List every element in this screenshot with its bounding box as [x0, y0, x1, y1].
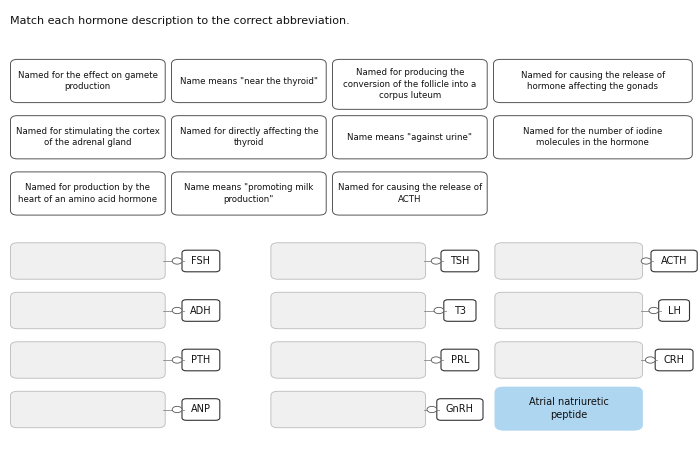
- Text: GnRH: GnRH: [446, 405, 474, 414]
- FancyBboxPatch shape: [182, 349, 220, 371]
- FancyBboxPatch shape: [495, 342, 643, 378]
- Text: Named for production by the
heart of an amino acid hormone: Named for production by the heart of an …: [18, 183, 158, 204]
- Text: Named for stimulating the cortex
of the adrenal gland: Named for stimulating the cortex of the …: [16, 127, 160, 148]
- FancyBboxPatch shape: [441, 250, 479, 272]
- FancyBboxPatch shape: [271, 391, 426, 428]
- Circle shape: [431, 258, 441, 264]
- FancyBboxPatch shape: [437, 399, 483, 420]
- FancyBboxPatch shape: [10, 243, 165, 279]
- Circle shape: [431, 357, 441, 363]
- Text: Named for producing the
conversion of the follicle into a
corpus luteum: Named for producing the conversion of th…: [343, 68, 477, 100]
- Text: Named for causing the release of
hormone affecting the gonads: Named for causing the release of hormone…: [521, 71, 665, 91]
- Circle shape: [172, 258, 182, 264]
- FancyBboxPatch shape: [182, 250, 220, 272]
- FancyBboxPatch shape: [10, 342, 165, 378]
- FancyBboxPatch shape: [494, 116, 692, 159]
- Text: LH: LH: [668, 306, 680, 315]
- Text: ACTH: ACTH: [661, 256, 687, 266]
- Text: Name means "promoting milk
production": Name means "promoting milk production": [184, 183, 314, 204]
- FancyBboxPatch shape: [494, 59, 692, 103]
- Text: FSH: FSH: [191, 256, 211, 266]
- FancyBboxPatch shape: [495, 292, 643, 328]
- FancyBboxPatch shape: [332, 172, 487, 215]
- FancyBboxPatch shape: [655, 349, 693, 371]
- Text: T3: T3: [454, 306, 466, 315]
- FancyBboxPatch shape: [172, 116, 326, 159]
- Text: Name means "against urine": Name means "against urine": [347, 133, 472, 142]
- FancyBboxPatch shape: [172, 59, 326, 103]
- FancyBboxPatch shape: [495, 243, 643, 279]
- FancyBboxPatch shape: [10, 391, 165, 428]
- Text: Atrial natriuretic
peptide: Atrial natriuretic peptide: [528, 397, 609, 420]
- Text: CRH: CRH: [664, 355, 685, 365]
- FancyBboxPatch shape: [659, 300, 690, 321]
- FancyBboxPatch shape: [495, 387, 643, 430]
- Text: Named for directly affecting the
thyroid: Named for directly affecting the thyroid: [179, 127, 318, 148]
- Text: Name means "near the thyroid": Name means "near the thyroid": [180, 76, 318, 86]
- FancyBboxPatch shape: [182, 300, 220, 321]
- Text: Named for the number of iodine
molecules in the hormone: Named for the number of iodine molecules…: [523, 127, 663, 148]
- Text: Named for causing the release of
ACTH: Named for causing the release of ACTH: [338, 183, 482, 204]
- Circle shape: [427, 406, 437, 413]
- Circle shape: [172, 307, 182, 314]
- FancyBboxPatch shape: [271, 243, 426, 279]
- FancyBboxPatch shape: [332, 116, 487, 159]
- FancyBboxPatch shape: [10, 292, 165, 328]
- Text: ANP: ANP: [191, 405, 211, 414]
- Circle shape: [641, 258, 651, 264]
- FancyBboxPatch shape: [651, 250, 697, 272]
- Circle shape: [649, 307, 659, 314]
- FancyBboxPatch shape: [441, 349, 479, 371]
- Circle shape: [172, 406, 182, 413]
- FancyBboxPatch shape: [271, 342, 426, 378]
- Circle shape: [172, 357, 182, 363]
- FancyBboxPatch shape: [271, 292, 426, 328]
- Text: ADH: ADH: [190, 306, 211, 315]
- FancyBboxPatch shape: [172, 172, 326, 215]
- Text: Named for the effect on gamete
production: Named for the effect on gamete productio…: [18, 71, 158, 91]
- Text: PTH: PTH: [191, 355, 211, 365]
- Circle shape: [434, 307, 444, 314]
- FancyBboxPatch shape: [10, 59, 165, 103]
- FancyBboxPatch shape: [444, 300, 476, 321]
- Circle shape: [645, 357, 655, 363]
- Text: TSH: TSH: [450, 256, 470, 266]
- FancyBboxPatch shape: [10, 172, 165, 215]
- FancyBboxPatch shape: [182, 399, 220, 420]
- Text: PRL: PRL: [451, 355, 469, 365]
- FancyBboxPatch shape: [10, 116, 165, 159]
- FancyBboxPatch shape: [332, 59, 487, 109]
- Text: Match each hormone description to the correct abbreviation.: Match each hormone description to the co…: [10, 16, 349, 26]
